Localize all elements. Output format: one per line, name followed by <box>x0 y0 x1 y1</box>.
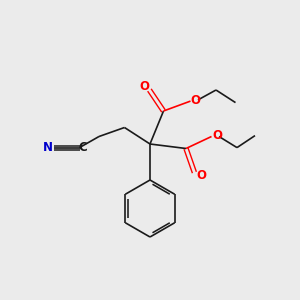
Text: O: O <box>196 169 206 182</box>
Text: N: N <box>42 141 52 154</box>
Text: O: O <box>190 94 201 107</box>
Text: O: O <box>139 80 149 93</box>
Text: O: O <box>212 129 222 142</box>
Text: C: C <box>78 141 87 154</box>
